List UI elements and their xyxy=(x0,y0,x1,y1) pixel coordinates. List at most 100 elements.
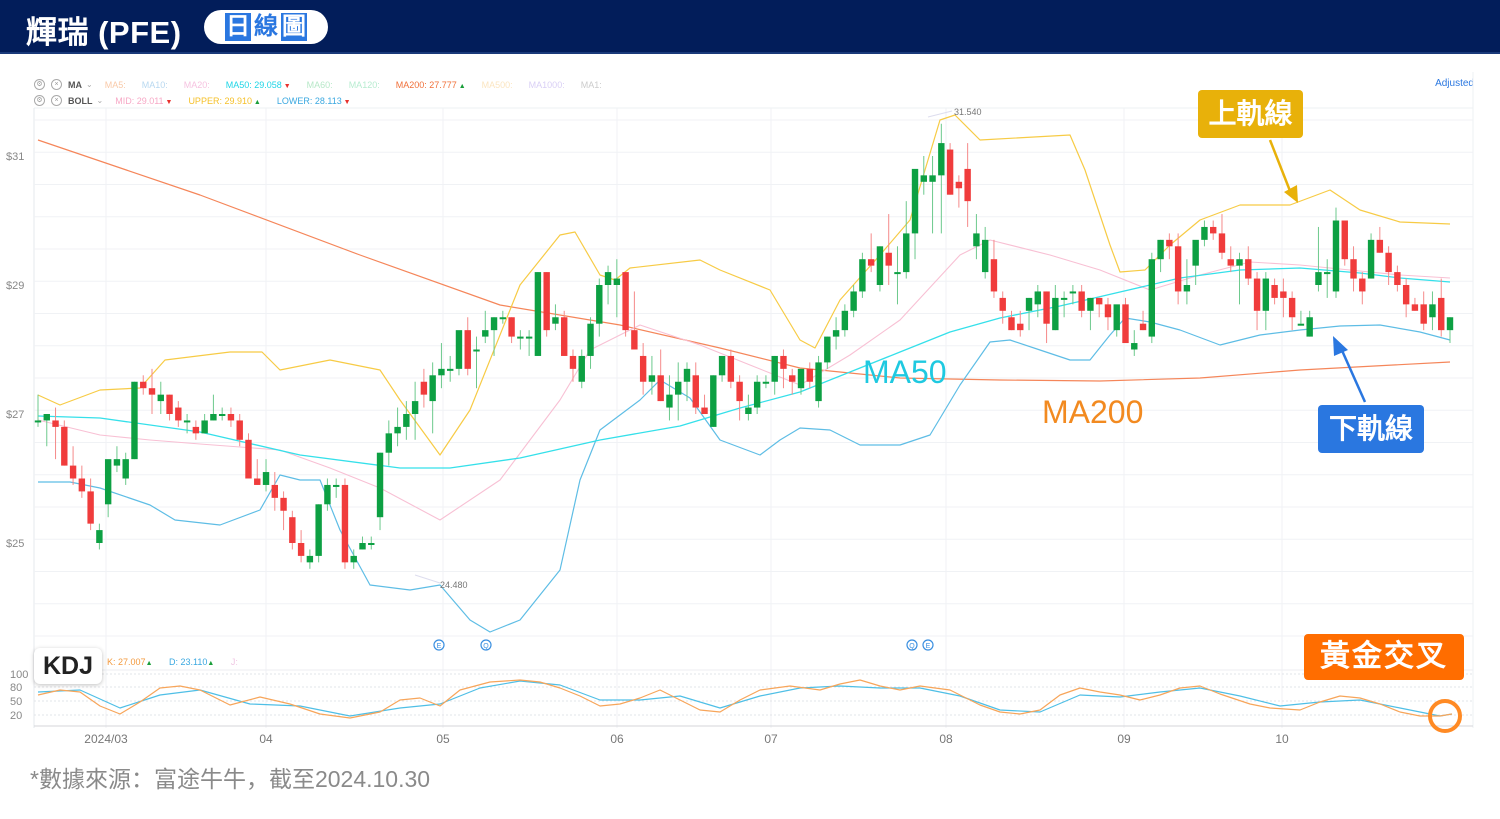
chevron-down-icon[interactable]: ⌄ xyxy=(86,80,93,89)
event-marker-letter: E xyxy=(437,643,442,650)
candle-body xyxy=(1113,304,1120,331)
candle-body xyxy=(157,394,164,402)
candle-body xyxy=(832,330,840,337)
settings-icon[interactable]: ⚙ xyxy=(34,95,45,106)
candle-body xyxy=(464,330,471,369)
event-marker-letter: Q xyxy=(909,643,915,650)
down-arrow-icon: ▼ xyxy=(163,98,173,106)
candle-body xyxy=(981,239,989,273)
candle-body xyxy=(254,478,261,485)
candle-body xyxy=(1025,297,1033,311)
adjusted-toggle[interactable]: Adjusted xyxy=(1435,78,1474,89)
candle-body xyxy=(929,175,936,182)
candle-body xyxy=(1411,304,1419,311)
candle-body xyxy=(1227,259,1234,266)
candle-body xyxy=(1297,323,1305,326)
x-tick-label: 08 xyxy=(939,732,953,746)
candle-body xyxy=(938,143,945,176)
candle-body xyxy=(446,368,454,371)
candle-body xyxy=(455,330,463,369)
candle-body xyxy=(508,317,515,337)
candle-body xyxy=(1306,317,1313,337)
close-icon[interactable]: × xyxy=(51,79,62,90)
candle-body xyxy=(1446,317,1454,331)
event-marker-icon xyxy=(906,639,918,651)
ma50-label: MA50 xyxy=(863,354,947,390)
badge-char-3: 圖 xyxy=(281,13,307,41)
candle-body xyxy=(1095,297,1103,305)
x-tick-label: 07 xyxy=(764,732,778,746)
candle-body xyxy=(780,355,787,369)
y-tick-label: $25 xyxy=(6,538,24,550)
candle-body xyxy=(999,297,1006,311)
candle-body xyxy=(543,272,550,331)
arrow-upper-line xyxy=(1268,139,1294,197)
candle-body xyxy=(368,543,375,545)
candle-body xyxy=(1280,291,1287,298)
candle-body xyxy=(1367,239,1375,279)
candle-body xyxy=(438,368,445,376)
candle-body xyxy=(613,278,621,285)
candle-body xyxy=(1148,259,1156,337)
candle-body xyxy=(394,426,401,434)
candle-body xyxy=(1324,272,1331,275)
candle-body xyxy=(175,407,182,421)
candle-body xyxy=(517,336,524,339)
candle-body xyxy=(604,272,612,285)
arrow-lower-head xyxy=(1333,336,1348,356)
up-arrow-icon: ▲ xyxy=(251,98,261,106)
candle-body xyxy=(920,175,927,182)
up-arrow-icon: ▲ xyxy=(145,660,153,667)
up-arrow-icon: ▲ xyxy=(456,82,466,90)
candle-body xyxy=(973,233,980,247)
candle-body xyxy=(201,420,208,434)
candle-body xyxy=(525,336,533,339)
chevron-down-icon[interactable]: ⌄ xyxy=(96,96,104,105)
legend-item: MA10: xyxy=(141,79,168,90)
candle-body xyxy=(350,555,357,563)
candle-body xyxy=(210,414,217,421)
candle-body xyxy=(1183,285,1191,292)
ma-indicator-name[interactable]: MA xyxy=(68,79,82,90)
candle-body xyxy=(1174,246,1182,292)
kdj-y-tick: 80 xyxy=(10,682,22,694)
kdj-k-value: 27.007 xyxy=(118,657,146,667)
boll-indicator-name[interactable]: BOLL xyxy=(68,95,93,106)
legend-item: MA200: 27.777 ▲ xyxy=(395,79,466,90)
y-tick-label: $29 xyxy=(6,280,24,292)
candle-body xyxy=(797,368,805,389)
candle-body xyxy=(990,259,998,292)
candle-body xyxy=(376,452,384,518)
candle-body xyxy=(815,362,822,402)
candle-body xyxy=(69,465,77,479)
candle-body xyxy=(850,291,857,311)
candle-body xyxy=(753,381,761,408)
candle-body xyxy=(218,414,226,416)
candle-body xyxy=(578,355,585,382)
candle-body xyxy=(306,555,314,563)
event-marker-icon xyxy=(922,639,934,651)
candle-body xyxy=(964,168,971,202)
candle-body xyxy=(315,504,322,556)
candle-body xyxy=(473,349,480,352)
candle-body xyxy=(385,433,393,453)
candle-body xyxy=(34,420,42,423)
candle-body xyxy=(710,375,717,427)
badge-char-1: 日 xyxy=(225,13,251,41)
page-title: 輝瑞 (PFE) xyxy=(26,15,182,50)
candle-body xyxy=(955,181,963,189)
lower-band-callout: 下軌線 xyxy=(1318,405,1424,453)
event-marker-icon xyxy=(480,639,492,651)
candle-body xyxy=(1122,304,1129,344)
close-icon[interactable]: × xyxy=(51,95,62,106)
chart-area[interactable]: ⚙ × MA ⌄ MA5: MA10: MA20: MA50: 29.058 ▼ MA6… xyxy=(24,72,1474,752)
timeframe-badge: 日 線 圖 xyxy=(204,10,328,44)
candle-body xyxy=(140,381,147,389)
settings-icon[interactable]: ⚙ xyxy=(34,79,45,90)
header-bar: 輝瑞 (PFE) 日 線 圖 xyxy=(0,0,1500,54)
candle-body xyxy=(903,233,910,273)
candle-body xyxy=(622,272,629,331)
candle-body xyxy=(701,407,708,414)
candle-body xyxy=(587,323,594,356)
candle-body xyxy=(87,491,94,524)
